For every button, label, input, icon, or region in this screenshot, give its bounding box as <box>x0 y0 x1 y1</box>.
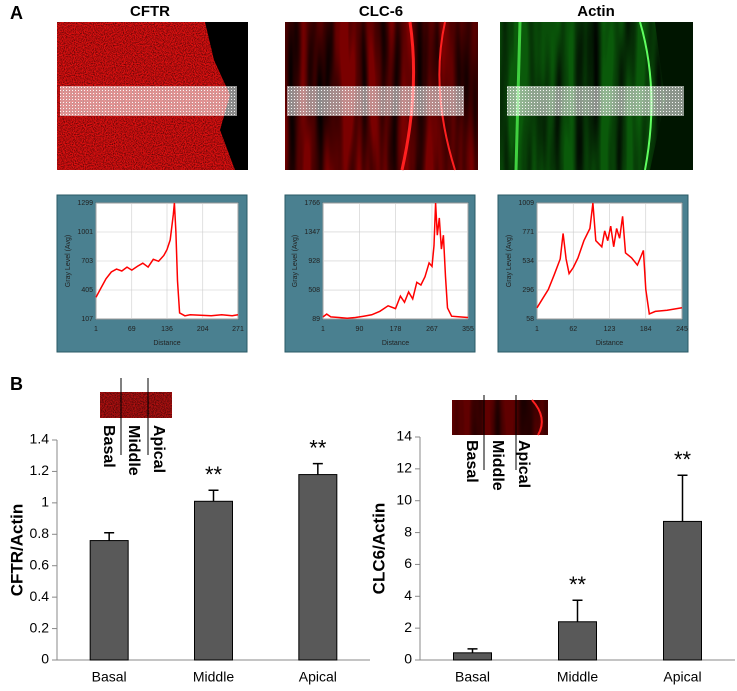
x-tick-label: Apical <box>663 669 701 685</box>
bar <box>298 474 338 661</box>
y-tick-label: 771 <box>522 229 534 236</box>
y-tick-label: 928 <box>308 258 320 265</box>
y-tick-label: 1299 <box>77 200 93 207</box>
y-tick-label: 2 <box>404 619 412 635</box>
y-tick-label: 1.2 <box>30 462 50 478</box>
y-tick-label: 6 <box>404 555 412 571</box>
y-tick-label: 1009 <box>518 200 534 207</box>
y-tick-label: 0 <box>404 651 412 667</box>
y-tick-label: 14 <box>396 428 412 444</box>
y-tick-label: 8 <box>404 523 412 539</box>
x-axis-label: Distance <box>382 340 409 347</box>
y-axis-label: Gray Level (Avg) <box>506 235 513 287</box>
y-tick-label: 0.6 <box>30 556 50 572</box>
y-tick-label: 89 <box>312 316 320 323</box>
x-tick-label: 1 <box>535 326 539 333</box>
x-tick-label: Basal <box>455 669 490 685</box>
y-tick-label: 10 <box>396 491 412 507</box>
micrograph <box>57 22 248 170</box>
x-tick-label: Apical <box>299 669 337 685</box>
data-line <box>95 202 239 317</box>
y-axis-label: Gray Level (Avg) <box>65 235 72 287</box>
x-axis-label: Distance <box>153 340 180 347</box>
inset <box>452 395 548 470</box>
x-tick-label: 267 <box>426 326 438 333</box>
x-axis-label: Distance <box>596 340 623 347</box>
image-title: Actin <box>577 3 615 20</box>
bar <box>89 540 129 661</box>
significance: ** <box>674 447 692 472</box>
significance: ** <box>569 572 587 597</box>
image-title: CLC-6 <box>359 3 403 20</box>
y-axis-label: CLC6/Actin <box>369 503 388 595</box>
significance: ** <box>309 435 327 460</box>
y-tick-label: 534 <box>522 258 534 265</box>
bar <box>558 621 597 661</box>
inset-label: Apical <box>515 440 532 488</box>
data-line <box>322 202 469 319</box>
x-tick-label: 1 <box>321 326 325 333</box>
bar <box>453 652 492 661</box>
inset <box>100 378 172 455</box>
y-tick-label: 4 <box>404 587 412 603</box>
error-bar <box>677 474 688 522</box>
y-tick-label: 1.4 <box>30 431 50 447</box>
panel-label: B <box>10 374 23 394</box>
y-tick-label: 0 <box>41 651 49 667</box>
x-tick-label: 184 <box>640 326 652 333</box>
x-tick-label: 355 <box>462 326 474 333</box>
error-bar <box>104 531 115 541</box>
x-tick-label: 271 <box>232 326 244 333</box>
y-tick-label: 296 <box>522 287 534 294</box>
x-tick-label: 90 <box>356 326 364 333</box>
error-bar <box>572 599 583 622</box>
y-tick-label: 0.8 <box>30 525 50 541</box>
x-tick-label: 69 <box>128 326 136 333</box>
micrograph <box>285 21 478 171</box>
error-bar <box>312 462 323 475</box>
y-tick-label: 1347 <box>304 229 320 236</box>
inset-label: Basal <box>463 440 480 483</box>
bar <box>663 520 702 661</box>
x-tick-label: Basal <box>92 669 127 685</box>
image-title: CFTR <box>130 3 170 20</box>
x-tick-label: 136 <box>161 326 173 333</box>
x-tick-label: 178 <box>390 326 402 333</box>
y-tick-label: 12 <box>396 460 412 476</box>
bar <box>194 500 233 661</box>
y-tick-label: 58 <box>526 316 534 323</box>
x-tick-label: Middle <box>557 669 598 685</box>
x-tick-label: Middle <box>193 669 234 685</box>
y-axis-label: CFTR/Actin <box>7 504 26 597</box>
y-tick-label: 0.2 <box>30 619 50 635</box>
y-tick-label: 703 <box>81 258 93 265</box>
error-bar <box>208 489 219 502</box>
y-tick-label: 1 <box>41 494 49 510</box>
significance: ** <box>205 462 223 487</box>
y-tick-label: 1001 <box>77 229 93 236</box>
x-tick-label: 204 <box>197 326 209 333</box>
inset-label: Middle <box>489 440 506 491</box>
y-tick-label: 107 <box>81 316 93 323</box>
inset-label: Middle <box>125 425 142 476</box>
data-line <box>536 202 683 315</box>
x-tick-label: 62 <box>569 326 577 333</box>
x-tick-label: 245 <box>676 326 688 333</box>
x-tick-label: 123 <box>604 326 616 333</box>
panel-label: A <box>10 3 23 23</box>
y-tick-label: 1766 <box>304 200 320 207</box>
y-tick-label: 405 <box>81 287 93 294</box>
inset-label: Basal <box>100 425 117 468</box>
micrograph <box>500 21 693 171</box>
y-axis-label: Gray Level (Avg) <box>292 235 299 287</box>
y-tick-label: 508 <box>308 287 320 294</box>
y-tick-label: 0.4 <box>30 588 50 604</box>
x-tick-label: 1 <box>94 326 98 333</box>
inset-label: Apical <box>150 425 167 473</box>
error-bar <box>467 648 478 653</box>
